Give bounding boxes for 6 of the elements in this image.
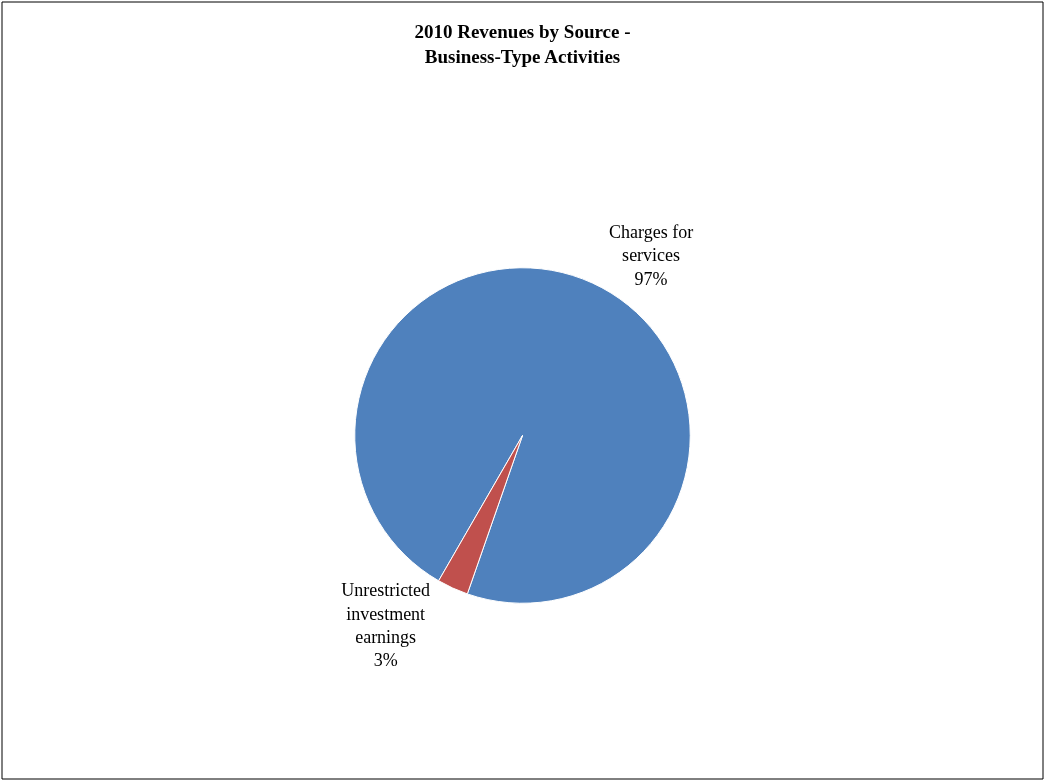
chart-title: 2010 Revenues by Source - Business-Type Activities	[414, 21, 631, 68]
pie-slice	[438, 435, 523, 595]
data-label: 3%	[373, 650, 398, 671]
slice-label: Unrestricted investment earnings	[341, 580, 431, 648]
data-label: 97%	[634, 268, 668, 289]
slice-label: Charges for services	[609, 221, 694, 266]
